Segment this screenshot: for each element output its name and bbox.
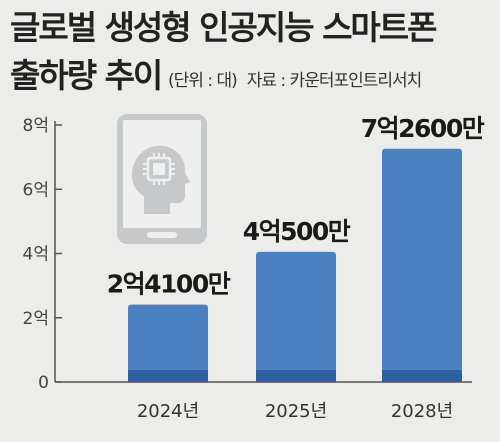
y-tick-label: 2억 (23, 309, 49, 329)
bar (128, 304, 208, 382)
bar-base-band (256, 370, 336, 382)
bar (382, 148, 462, 382)
x-tick-label: 2028년 (391, 401, 453, 422)
y-tick-label: 4억 (23, 245, 49, 265)
chart-meta: (단위 : 대) 자료 : 카운터포인트리서치 (168, 66, 423, 91)
y-tick-label: 0 (38, 373, 49, 393)
source-label: 자료 : 카운터포인트리서치 (246, 71, 423, 91)
data-label: 2억4100만 (107, 270, 231, 299)
bar-base-band (128, 370, 208, 382)
y-axis: 0 2억 4억 6억 8억 (23, 116, 62, 393)
x-tick-label: 2024년 (137, 401, 199, 422)
bar (256, 251, 336, 382)
x-tick-label: 2025년 (265, 401, 327, 422)
chart-title-line1: 글로벌 생성형 인공지능 스마트폰 (10, 8, 438, 47)
bars: 2억4100만 2024년 4억500만 2025년 7억2600만 2028년 (107, 114, 486, 422)
chart-title-line2: 출하량 추이 (10, 56, 163, 95)
unit-label: (단위 : 대) (168, 71, 238, 91)
y-tick-label: 6억 (23, 180, 49, 200)
y-tick-label: 8억 (23, 116, 49, 136)
bar-base-band (382, 370, 462, 382)
smartphone-ai-chip-icon (117, 114, 207, 244)
data-label: 4억500만 (243, 217, 351, 246)
data-label: 7억2600만 (361, 114, 485, 143)
